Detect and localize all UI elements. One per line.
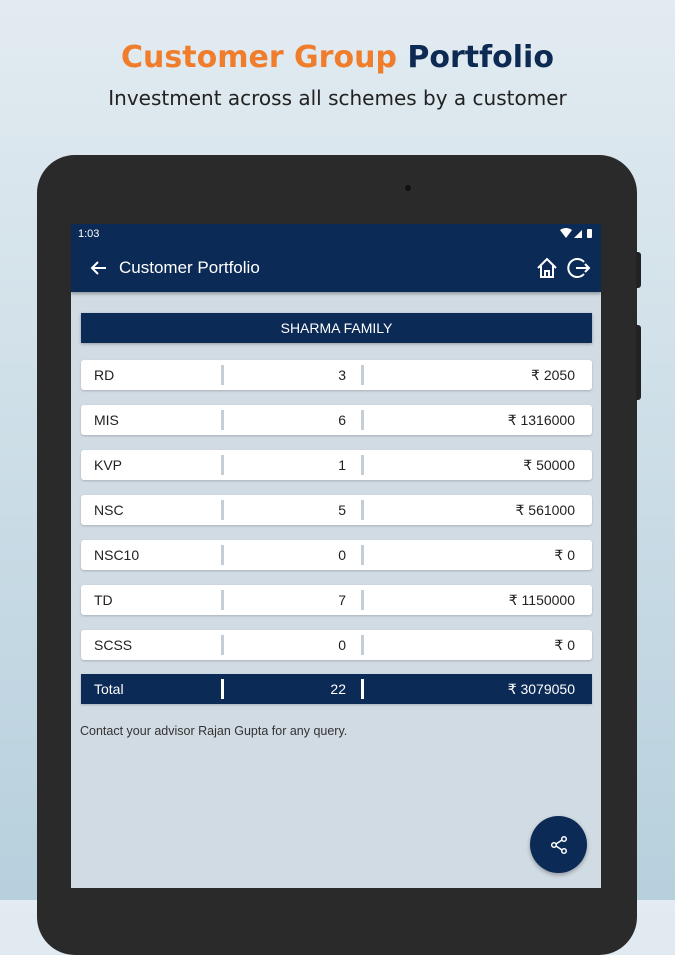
row-scheme: RD bbox=[94, 367, 115, 383]
row-amount: ₹ 1316000 bbox=[361, 410, 592, 430]
portfolio-row: MIS 6 ₹ 1316000 bbox=[81, 405, 592, 435]
portfolio-row: NSC 5 ₹ 561000 bbox=[81, 495, 592, 525]
total-label: Total bbox=[94, 681, 124, 697]
portfolio-row: SCSS 0 ₹ 0 bbox=[81, 630, 592, 660]
row-scheme: TD bbox=[94, 592, 113, 608]
promo-title: Customer Group Portfolio bbox=[121, 40, 554, 75]
portfolio-row: NSC10 0 ₹ 0 bbox=[81, 540, 592, 570]
row-scheme: NSC bbox=[94, 502, 124, 518]
camera bbox=[405, 185, 411, 191]
status-time: 1:03 bbox=[78, 228, 100, 240]
back-arrow-icon[interactable] bbox=[89, 260, 107, 276]
home-icon[interactable] bbox=[535, 256, 559, 280]
status-icons bbox=[560, 228, 594, 240]
volume-button bbox=[636, 252, 641, 288]
row-count: 3 bbox=[221, 365, 361, 385]
row-count: 1 bbox=[221, 455, 361, 475]
row-scheme: NSC10 bbox=[94, 547, 140, 563]
advisor-note: Contact your advisor Rajan Gupta for any… bbox=[80, 724, 348, 738]
row-amount: ₹ 0 bbox=[361, 635, 592, 655]
row-count: 7 bbox=[221, 590, 361, 610]
portfolio-row: KVP 1 ₹ 50000 bbox=[81, 450, 592, 480]
screen: 1:03 Customer Portfolio SHARMA FAMILY RD… bbox=[71, 224, 601, 888]
promo-subtitle: Investment across all schemes by a custo… bbox=[108, 86, 567, 110]
page-title: Customer Portfolio bbox=[119, 258, 260, 277]
row-amount: ₹ 2050 bbox=[361, 365, 592, 385]
status-bar: 1:03 bbox=[71, 224, 601, 244]
row-scheme: SCSS bbox=[94, 637, 133, 653]
row-count: 0 bbox=[221, 545, 361, 565]
logout-icon[interactable] bbox=[567, 256, 591, 280]
row-count: 5 bbox=[221, 500, 361, 520]
row-amount: ₹ 50000 bbox=[361, 455, 592, 475]
row-amount: ₹ 561000 bbox=[361, 500, 592, 520]
power-button bbox=[636, 325, 641, 400]
row-amount: ₹ 1150000 bbox=[361, 590, 592, 610]
row-count: 6 bbox=[221, 410, 361, 430]
app-bar: Customer Portfolio bbox=[71, 244, 601, 292]
total-count: 22 bbox=[221, 679, 361, 699]
group-name-header: SHARMA FAMILY bbox=[81, 313, 592, 343]
row-scheme: KVP bbox=[94, 457, 123, 473]
row-count: 0 bbox=[221, 635, 361, 655]
row-amount: ₹ 0 bbox=[361, 545, 592, 565]
portfolio-row: TD 7 ₹ 1150000 bbox=[81, 585, 592, 615]
total-amount: ₹ 3079050 bbox=[361, 679, 592, 699]
row-scheme: MIS bbox=[94, 412, 119, 428]
portfolio-row: RD 3 ₹ 2050 bbox=[81, 360, 592, 390]
total-row: Total 22 ₹ 3079050 bbox=[81, 674, 592, 704]
share-icon bbox=[550, 835, 567, 854]
share-button[interactable] bbox=[530, 816, 587, 873]
